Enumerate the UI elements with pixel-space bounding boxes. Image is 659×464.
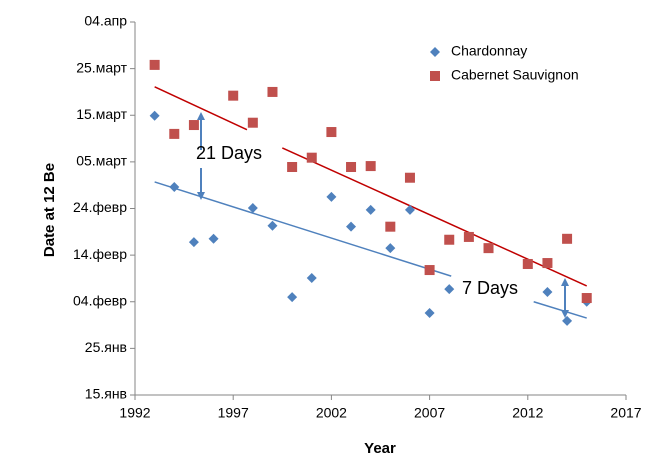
x-tick-label: 2012 bbox=[512, 405, 543, 421]
point bbox=[542, 286, 553, 297]
legend-marker bbox=[430, 71, 440, 81]
point bbox=[404, 172, 415, 183]
point bbox=[287, 292, 298, 303]
annotation: 7 Days bbox=[462, 278, 518, 298]
point bbox=[267, 220, 278, 231]
point bbox=[208, 233, 219, 244]
point bbox=[149, 59, 160, 70]
y-tick-label: 15.янв bbox=[85, 386, 127, 402]
legend-label: Cabernet Sauvignon bbox=[451, 67, 579, 83]
x-tick-label: 2007 bbox=[414, 405, 445, 421]
y-tick-label: 14.февр bbox=[73, 246, 127, 262]
x-tick-label: 2017 bbox=[610, 405, 641, 421]
point bbox=[188, 120, 199, 131]
point bbox=[444, 234, 455, 245]
point bbox=[306, 152, 317, 163]
point bbox=[188, 237, 199, 248]
y-tick-label: 04.апр bbox=[84, 13, 127, 29]
y-tick-label: 05.март bbox=[76, 153, 127, 169]
point bbox=[365, 204, 376, 215]
trendline bbox=[154, 181, 452, 277]
point bbox=[562, 233, 573, 244]
point bbox=[247, 203, 258, 214]
point bbox=[522, 258, 533, 269]
point bbox=[326, 191, 337, 202]
point bbox=[247, 117, 258, 128]
point bbox=[424, 265, 435, 276]
y-tick-label: 25.янв bbox=[85, 339, 127, 355]
point bbox=[463, 231, 474, 242]
y-axis-label: Date at 12 Be bbox=[41, 163, 58, 257]
x-tick-label: 1992 bbox=[119, 405, 150, 421]
point bbox=[424, 307, 435, 318]
point bbox=[581, 293, 592, 304]
y-tick-label: 04.февр bbox=[73, 292, 127, 308]
y-tick-label: 15.март bbox=[76, 106, 127, 122]
point bbox=[346, 221, 357, 232]
point bbox=[385, 243, 396, 254]
point bbox=[483, 243, 494, 254]
point bbox=[444, 284, 455, 295]
point bbox=[306, 272, 317, 283]
point bbox=[542, 258, 553, 269]
point bbox=[562, 315, 573, 326]
point bbox=[267, 86, 278, 97]
y-tick-label: 24.февр bbox=[73, 199, 127, 215]
y-tick-label: 25.март bbox=[76, 59, 127, 75]
point bbox=[169, 182, 180, 193]
trendline bbox=[533, 301, 587, 319]
x-axis-label: Year bbox=[364, 440, 396, 457]
annotation: 21 Days bbox=[196, 143, 262, 163]
point bbox=[385, 221, 396, 232]
point bbox=[228, 90, 239, 101]
x-tick-label: 2002 bbox=[316, 405, 347, 421]
point bbox=[287, 162, 298, 173]
x-tick-label: 1997 bbox=[218, 405, 249, 421]
point bbox=[365, 161, 376, 172]
point bbox=[346, 162, 357, 173]
point bbox=[149, 110, 160, 121]
point bbox=[169, 128, 180, 139]
point bbox=[404, 204, 415, 215]
legend-label: Chardonnay bbox=[451, 43, 527, 59]
trendline bbox=[154, 86, 248, 131]
point bbox=[326, 127, 337, 138]
legend-marker bbox=[430, 47, 440, 57]
trendline bbox=[281, 147, 588, 287]
